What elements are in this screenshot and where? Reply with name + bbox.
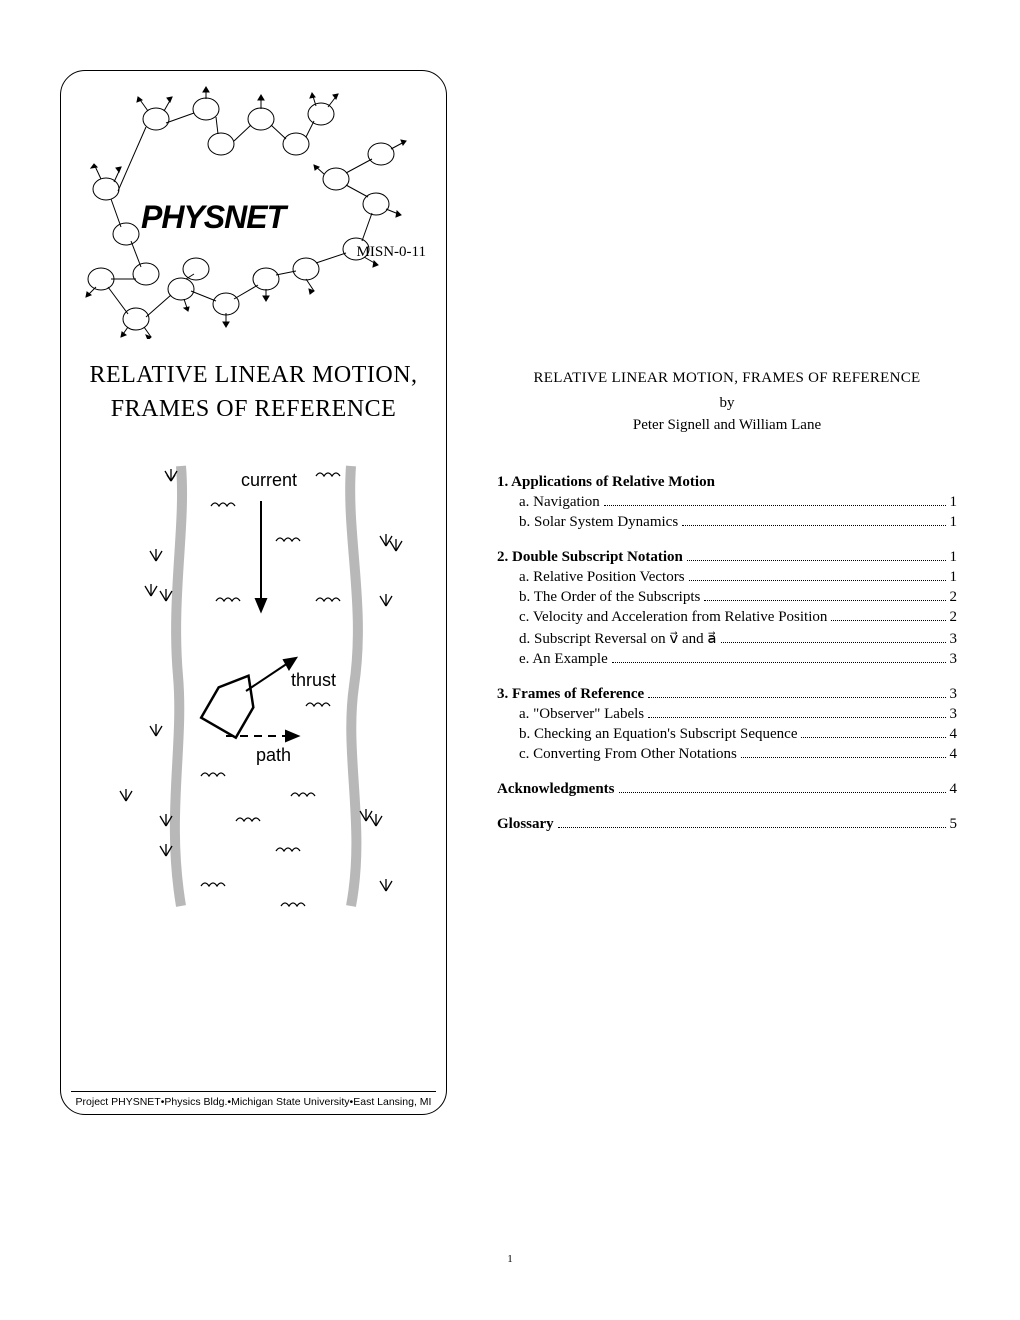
toc-page: 2 xyxy=(950,589,958,606)
toc-item-title: d. Subscript Reversal on v⃗ and a⃗ xyxy=(519,629,717,648)
toc-item-title: b. Checking an Equation's Subscript Sequ… xyxy=(519,726,797,743)
toc-dots xyxy=(801,737,945,738)
toc-page: 1 xyxy=(950,514,958,531)
label-thrust: thrust xyxy=(291,670,336,690)
toc-page: 2 xyxy=(950,609,958,626)
toc-dots xyxy=(704,600,945,601)
toc-section-heading: 1. Applications of Relative Motion xyxy=(497,474,957,491)
toc-dots xyxy=(831,620,945,621)
toc-dots xyxy=(648,717,945,718)
toc-page: 5 xyxy=(950,816,958,833)
toc-page: 3 xyxy=(950,706,958,723)
toc-item: b. The Order of the Subscripts 2 xyxy=(497,589,957,606)
toc-page: 1 xyxy=(950,569,958,586)
toc-section-title: 2. Double Subscript Notation xyxy=(497,549,683,566)
toc-section: 1. Applications of Relative Motion a. Nav… xyxy=(497,474,957,531)
toc-dots xyxy=(604,505,946,506)
toc-page: 3 xyxy=(950,651,958,668)
toc-dots xyxy=(741,757,946,758)
toc-section-heading: 2. Double Subscript Notation 1 xyxy=(497,549,957,566)
toc-section-title: 3. Frames of Reference xyxy=(497,686,644,703)
toc-item: b. Checking an Equation's Subscript Sequ… xyxy=(497,726,957,743)
toc-item-title: a. Relative Position Vectors xyxy=(519,569,685,586)
toc-item: b. Solar System Dynamics 1 xyxy=(497,514,957,531)
toc-item-title: c. Velocity and Acceleration from Relati… xyxy=(519,609,827,626)
toc-dots xyxy=(612,662,946,663)
toc-panel: RELATIVE LINEAR MOTION, FRAMES OF REFERE… xyxy=(497,70,957,1115)
toc-dots xyxy=(682,525,945,526)
toc-item-title: b. Solar System Dynamics xyxy=(519,514,678,531)
page-container: PHYSNET MISN-0-11 RELATIVE LINEAR MOTION… xyxy=(0,0,1020,1155)
river-diagram: current thrust path xyxy=(66,446,441,936)
toc-extra-title: Acknowledgments xyxy=(497,781,615,798)
toc-section-title: 1. Applications of Relative Motion xyxy=(497,474,715,491)
cover-title-line1: RELATIVE LINEAR MOTION, xyxy=(89,362,417,388)
toc-item: d. Subscript Reversal on v⃗ and a⃗ 3 xyxy=(497,629,957,648)
toc-item: c. Converting From Other Notations 4 xyxy=(497,746,957,763)
label-current: current xyxy=(241,470,297,490)
physnet-logo-text: PHYSNET xyxy=(141,199,285,236)
toc-dots xyxy=(558,827,946,828)
toc-extra-line: Acknowledgments 4 xyxy=(497,781,957,798)
label-path: path xyxy=(256,745,291,765)
toc-page: 1 xyxy=(950,549,958,566)
page-number: 1 xyxy=(507,1253,513,1265)
authors: Peter Signell and William Lane xyxy=(497,417,957,434)
toc-item: a. Navigation 1 xyxy=(497,494,957,511)
toc-dots xyxy=(689,580,946,581)
toc-item-title: a. "Observer" Labels xyxy=(519,706,644,723)
toc-item: a. Relative Position Vectors 1 xyxy=(497,569,957,586)
toc-dots xyxy=(648,697,945,698)
toc-dots xyxy=(687,560,946,561)
toc-extra-title: Glossary xyxy=(497,816,554,833)
toc-item-title: e. An Example xyxy=(519,651,608,668)
toc-section-heading: 3. Frames of Reference 3 xyxy=(497,686,957,703)
toc-extra: Acknowledgments 4 xyxy=(497,781,957,798)
toc-section: 2. Double Subscript Notation1a. Relative… xyxy=(497,549,957,668)
toc-item-title: a. Navigation xyxy=(519,494,600,511)
right-title: RELATIVE LINEAR MOTION, FRAMES OF REFERE… xyxy=(497,370,957,387)
byline: by xyxy=(497,395,957,412)
toc-page: 4 xyxy=(950,781,958,798)
cover-title-line2: FRAMES OF REFERENCE xyxy=(111,396,397,422)
cover-panel: PHYSNET MISN-0-11 RELATIVE LINEAR MOTION… xyxy=(60,70,447,1115)
misn-code: MISN-0-11 xyxy=(357,244,426,261)
toc-dots xyxy=(721,642,946,643)
toc-extra-line: Glossary 5 xyxy=(497,816,957,833)
toc-section: 3. Frames of Reference3a. "Observer" Lab… xyxy=(497,686,957,763)
toc-page: 4 xyxy=(950,726,958,743)
cover-title: RELATIVE LINEAR MOTION, FRAMES OF REFERE… xyxy=(66,359,441,426)
cover-footer: Project PHYSNET•Physics Bldg.•Michigan S… xyxy=(71,1091,436,1108)
toc-item-title: b. The Order of the Subscripts xyxy=(519,589,700,606)
toc-item: a. "Observer" Labels 3 xyxy=(497,706,957,723)
toc-extra: Glossary 5 xyxy=(497,816,957,833)
logo-area: PHYSNET MISN-0-11 xyxy=(66,79,441,339)
toc-item: c. Velocity and Acceleration from Relati… xyxy=(497,609,957,626)
toc-dots xyxy=(619,792,946,793)
toc-page: 3 xyxy=(950,631,958,648)
toc-item-title: c. Converting From Other Notations xyxy=(519,746,737,763)
toc-page: 1 xyxy=(950,494,958,511)
toc-item: e. An Example 3 xyxy=(497,651,957,668)
toc-page: 3 xyxy=(950,686,958,703)
table-of-contents: 1. Applications of Relative Motion a. Nav… xyxy=(497,474,957,833)
toc-page: 4 xyxy=(950,746,958,763)
